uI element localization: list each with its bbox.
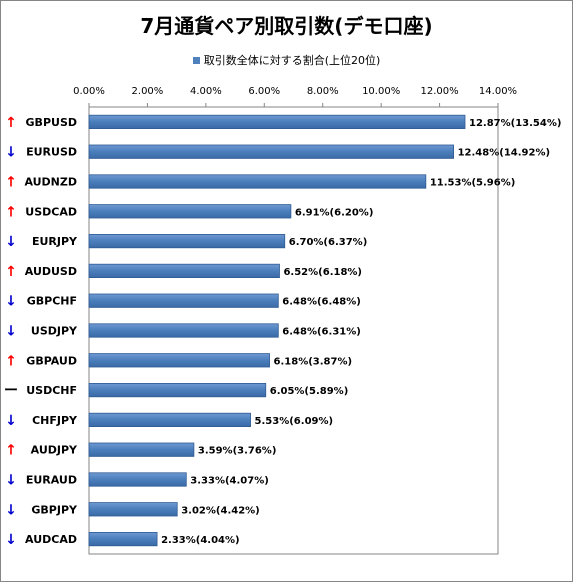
- data-label: 3.59%(3.76%): [198, 446, 277, 457]
- bar: [88, 233, 286, 249]
- category-label: EURJPY: [32, 235, 78, 248]
- data-label: 11.53%(5.96%): [430, 178, 515, 189]
- bar: [88, 204, 292, 219]
- category-label: AUDCAD: [25, 533, 77, 546]
- bar: [88, 114, 466, 130]
- bar: [88, 263, 280, 279]
- x-tick-label: 8.00%: [307, 86, 339, 97]
- bar: [88, 323, 279, 338]
- data-label: 6.52%(6.18%): [283, 267, 362, 278]
- x-tick-label: 10.00%: [362, 86, 400, 97]
- data-label: 6.18%(3.87%): [274, 356, 353, 367]
- chart-title: 7月通貨ペア別取引数(デモ口座): [140, 14, 433, 38]
- bar: [88, 382, 267, 398]
- data-label: 12.48%(14.92%): [458, 148, 550, 159]
- bar: [88, 531, 158, 547]
- category-label: EURUSD: [26, 146, 77, 159]
- bar: [88, 412, 251, 428]
- bar: [88, 442, 195, 457]
- trend-mark: ↑: [5, 175, 17, 191]
- trend-mark: ↑: [5, 115, 17, 131]
- trend-mark: ↓: [5, 473, 17, 489]
- data-label: 6.70%(6.37%): [289, 237, 368, 248]
- bar: [88, 353, 270, 368]
- data-label: 12.87%(13.54%): [469, 118, 561, 129]
- bar: [88, 293, 279, 308]
- category-label: AUDJPY: [31, 444, 78, 457]
- data-label: 6.48%(6.48%): [282, 297, 361, 308]
- data-label: 6.05%(5.89%): [270, 386, 349, 397]
- chart-legend: 取引数全体に対する割合(上位20位): [0, 52, 573, 68]
- x-tick-label: 6.00%: [248, 86, 280, 97]
- category-label: CHFJPY: [32, 414, 78, 427]
- x-tick-label: 0.00%: [73, 86, 105, 97]
- x-tick-label: 14.00%: [479, 86, 517, 97]
- category-label: GBPCHF: [27, 295, 77, 308]
- trend-mark: ↓: [5, 294, 17, 310]
- category-label: GBPJPY: [31, 503, 78, 516]
- legend-label: 取引数全体に対する割合(上位20位): [203, 54, 381, 67]
- trend-mark: ↓: [5, 532, 17, 548]
- x-tick-label: 2.00%: [132, 86, 164, 97]
- bar: [88, 144, 454, 159]
- trend-mark: ↑: [5, 353, 17, 369]
- category-label: AUDUSD: [25, 265, 77, 278]
- x-tick-label: 4.00%: [190, 86, 222, 97]
- trend-mark: ↑: [5, 204, 17, 220]
- x-tick-label: 12.00%: [421, 86, 459, 97]
- category-label: GBPUSD: [26, 116, 77, 129]
- data-label: 2.33%(4.04%): [161, 535, 240, 546]
- trend-mark: ↓: [5, 234, 17, 250]
- category-label: GBPAUD: [26, 354, 77, 367]
- category-label: USDCHF: [26, 384, 77, 397]
- data-label: 5.53%(6.09%): [255, 416, 334, 427]
- trend-mark: ↑: [5, 264, 17, 280]
- trend-mark: ↓: [5, 413, 17, 429]
- bar: [88, 472, 187, 487]
- bar: [88, 502, 178, 517]
- data-label: 3.33%(4.07%): [190, 476, 269, 487]
- trend-mark: ー: [4, 383, 18, 399]
- data-label: 3.02%(4.42%): [181, 505, 260, 516]
- category-label: AUDNZD: [24, 176, 77, 189]
- trend-mark: ↓: [5, 324, 17, 340]
- data-label: 6.48%(6.31%): [282, 327, 361, 338]
- trend-mark: ↑: [5, 443, 17, 459]
- trend-mark: ↓: [5, 145, 17, 161]
- category-label: USDJPY: [31, 325, 78, 338]
- data-label: 6.91%(6.20%): [295, 207, 374, 218]
- category-label: USDCAD: [25, 205, 77, 218]
- category-label: EURAUD: [26, 474, 77, 487]
- legend-swatch: [192, 56, 200, 64]
- bar: [88, 174, 427, 189]
- trend-mark: ↓: [5, 502, 17, 518]
